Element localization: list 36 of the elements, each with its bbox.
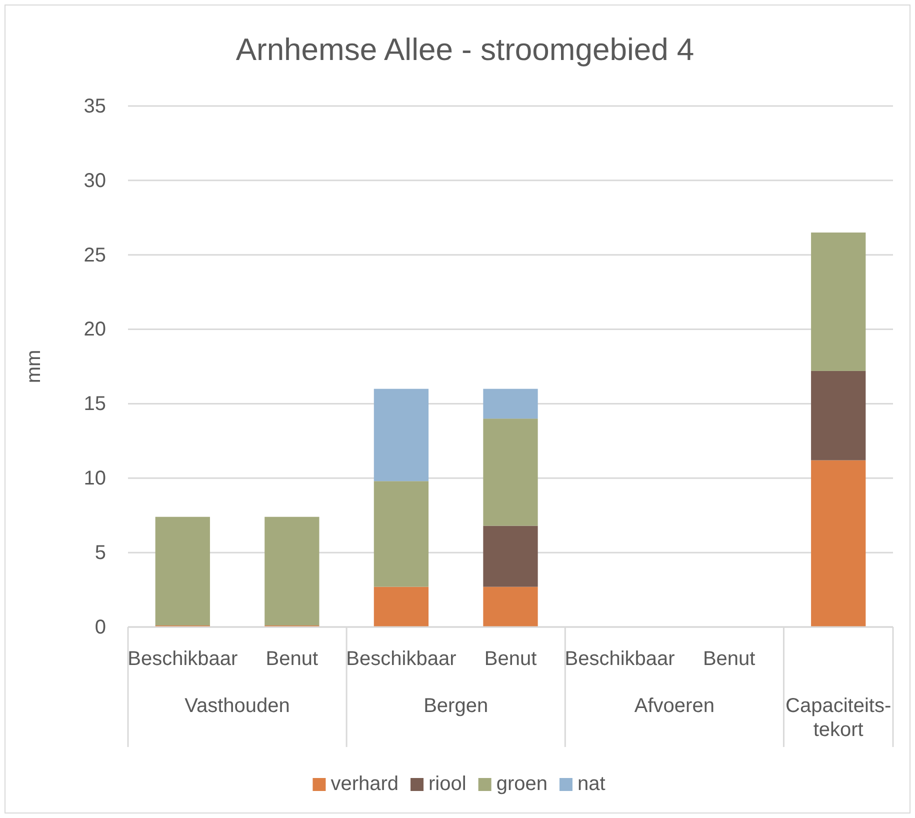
- y-tick-label: 15: [84, 393, 106, 416]
- bar: [811, 370, 866, 460]
- legend-label: groen: [496, 773, 548, 795]
- bar: [483, 526, 538, 587]
- y-tick-label: 35: [84, 95, 106, 118]
- bar: [374, 586, 429, 627]
- y-tick-label: 0: [94, 616, 106, 638]
- y-axis-title: mm: [23, 350, 45, 384]
- y-tick-label: 5: [94, 542, 106, 564]
- chart-title: Arnhemse Allee - stroomgebied 4: [236, 32, 694, 67]
- bar: [374, 388, 429, 482]
- bar: [483, 388, 538, 419]
- text: Afvoeren: [634, 695, 714, 717]
- x-tick-label: Beschikbaar: [346, 648, 457, 670]
- x-tick-label: Beschikbaar: [564, 648, 676, 670]
- bar: [483, 586, 538, 627]
- x-tick-label: Beschikbaar: [128, 648, 238, 670]
- y-tick-label: 10: [84, 468, 106, 490]
- x-tick-label: Benut: [266, 648, 319, 670]
- x-tick-label: Benut: [702, 648, 756, 670]
- bar: [264, 516, 320, 626]
- bar: [811, 460, 866, 627]
- bar: [155, 516, 210, 626]
- y-tick-label: 25: [84, 244, 106, 266]
- text: Bergen: [424, 695, 488, 717]
- bar: [811, 232, 866, 371]
- y-tick-label: 20: [84, 318, 106, 341]
- y-tick-label: 30: [84, 170, 106, 192]
- text: Vasthouden: [184, 695, 290, 717]
- legend-label: nat: [577, 773, 606, 795]
- bar: [374, 481, 429, 587]
- x-tick-label: Benut: [484, 648, 538, 670]
- text: Capaciteits-tekort: [786, 695, 892, 741]
- bar: [483, 418, 538, 526]
- legend-label: riool: [428, 773, 466, 795]
- legend-label: verhard: [330, 773, 399, 795]
